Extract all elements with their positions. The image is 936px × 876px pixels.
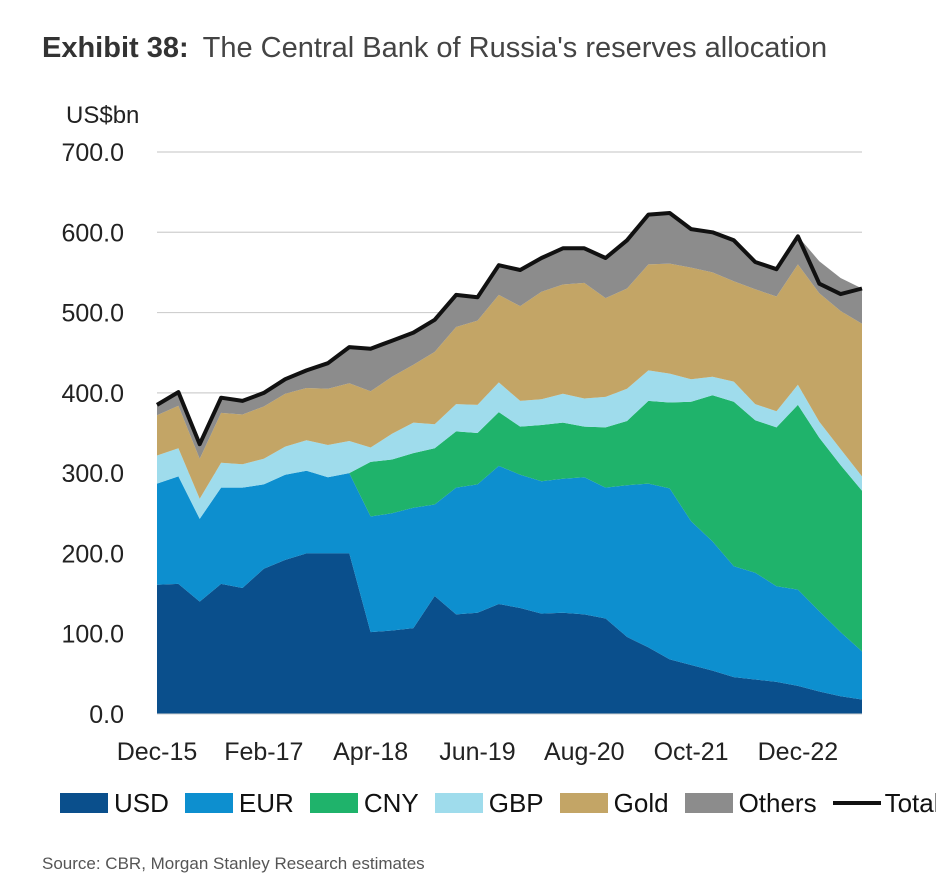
legend-swatch: [684, 793, 733, 813]
legend-label: Others: [738, 787, 817, 818]
legend-item-gbp: GBP: [434, 787, 544, 819]
y-tick-label: 700.0: [61, 139, 124, 167]
x-tick-label: Apr-18: [333, 738, 408, 766]
legend-swatch: [309, 793, 358, 813]
exhibit-label: Exhibit 38:: [42, 32, 189, 64]
legend-label: Total: [884, 787, 936, 818]
legend-item-total: Total: [832, 787, 936, 819]
y-axis-unit-label: US$bn: [66, 102, 140, 129]
chart-legend: USD EUR CNY GBP Gold Others Total: [60, 786, 936, 820]
chart-subtitle: The Central Bank of Russia's reserves al…: [202, 32, 828, 64]
x-tick-label: Feb-17: [224, 738, 303, 766]
area-usd: [157, 553, 862, 714]
y-tick-label: 100.0: [61, 621, 124, 649]
legend-label: USD: [114, 787, 169, 818]
area-cny: [157, 395, 862, 652]
area-gbp: [157, 370, 862, 519]
legend-item-cny: CNY: [309, 787, 419, 819]
legend-label: CNY: [363, 787, 419, 818]
legend-item-gold: Gold: [559, 787, 669, 819]
legend-label: Gold: [613, 787, 669, 818]
legend-swatch: [832, 801, 881, 805]
area-gold: [157, 263, 862, 499]
legend-swatch: [184, 793, 233, 813]
y-tick-label: 500.0: [61, 300, 124, 328]
legend-label: EUR: [238, 787, 294, 818]
area-eur: [157, 465, 862, 700]
legend-item-eur: EUR: [184, 787, 294, 819]
x-tick-label: Aug-20: [544, 738, 625, 766]
y-tick-label: 300.0: [61, 460, 124, 488]
total-line: [155, 211, 863, 447]
x-tick-label: Dec-15: [117, 738, 198, 766]
stacked-area-chart: 0.0 100.0 200.0 300.0 400.0 500.0 600.0 700.0 De…: [61, 139, 863, 766]
legend-swatch: [559, 793, 608, 813]
source-note: Source: CBR, Morgan Stanley Research est…: [42, 854, 425, 873]
legend-swatch: [60, 793, 108, 813]
x-tick-label: Jun-19: [439, 738, 515, 766]
legend-item-others: Others: [684, 787, 817, 819]
y-tick-label: 400.0: [61, 380, 124, 408]
x-tick-label: Oct-21: [654, 738, 729, 766]
chart-title: Exhibit 38: The Central Bank of Russia's …: [42, 32, 827, 65]
y-tick-label: 0.0: [89, 701, 124, 729]
legend-item-usd: USD: [60, 788, 169, 819]
legend-swatch: [434, 793, 483, 813]
y-tick-label: 600.0: [61, 219, 124, 247]
legend-label: GBP: [488, 787, 544, 818]
y-tick-label: 200.0: [61, 540, 124, 568]
x-tick-label: Dec-22: [758, 738, 839, 766]
